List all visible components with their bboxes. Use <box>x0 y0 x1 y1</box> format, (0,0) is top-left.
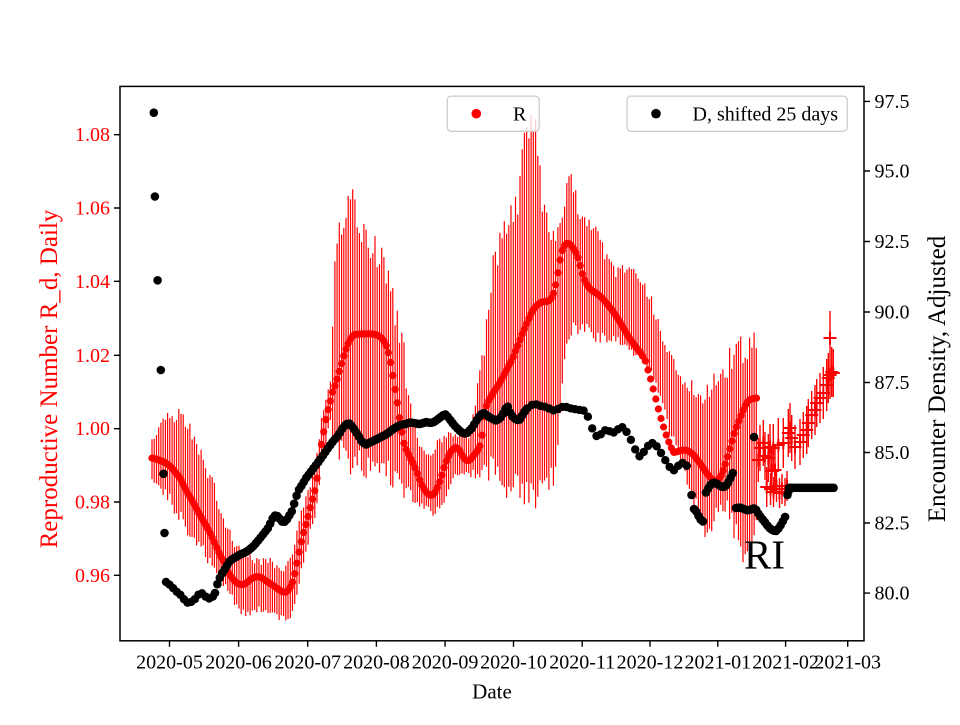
svg-text:97.5: 97.5 <box>875 91 910 113</box>
svg-text:R: R <box>513 104 527 126</box>
svg-text:Encounter Density, Adjusted: Encounter Density, Adjusted <box>924 235 951 522</box>
svg-text:1.00: 1.00 <box>75 418 110 440</box>
svg-text:2020-07: 2020-07 <box>274 652 341 674</box>
svg-text:85.0: 85.0 <box>875 442 910 464</box>
svg-text:2021-01: 2021-01 <box>684 652 751 674</box>
svg-text:87.5: 87.5 <box>875 372 910 394</box>
svg-text:2020-09: 2020-09 <box>412 652 479 674</box>
svg-text:Date: Date <box>472 680 512 704</box>
svg-text:1.08: 1.08 <box>75 124 110 146</box>
svg-text:D, shifted 25 days: D, shifted 25 days <box>693 104 839 126</box>
svg-text:80.0: 80.0 <box>875 583 910 605</box>
svg-text:82.5: 82.5 <box>875 513 910 535</box>
svg-text:1.02: 1.02 <box>75 345 110 367</box>
svg-text:2020-10: 2020-10 <box>480 652 547 674</box>
svg-text:0.98: 0.98 <box>75 492 110 514</box>
svg-text:2020-08: 2020-08 <box>343 652 410 674</box>
svg-text:1.06: 1.06 <box>75 198 110 220</box>
svg-text:2020-06: 2020-06 <box>205 652 272 674</box>
svg-text:90.0: 90.0 <box>875 302 910 324</box>
svg-text:2020-12: 2020-12 <box>617 652 684 674</box>
svg-text:RI: RI <box>744 532 785 578</box>
svg-text:2021-02: 2021-02 <box>752 652 819 674</box>
svg-text:1.04: 1.04 <box>75 271 110 293</box>
svg-text:92.5: 92.5 <box>875 231 910 253</box>
svg-text:2020-11: 2020-11 <box>549 652 615 674</box>
svg-text:95.0: 95.0 <box>875 161 910 183</box>
svg-text:0.96: 0.96 <box>75 565 110 587</box>
svg-text:2021-03: 2021-03 <box>814 652 881 674</box>
svg-text:Reproductive Number R_d, Daily: Reproductive Number R_d, Daily <box>36 209 63 548</box>
svg-text:2020-05: 2020-05 <box>136 652 203 674</box>
